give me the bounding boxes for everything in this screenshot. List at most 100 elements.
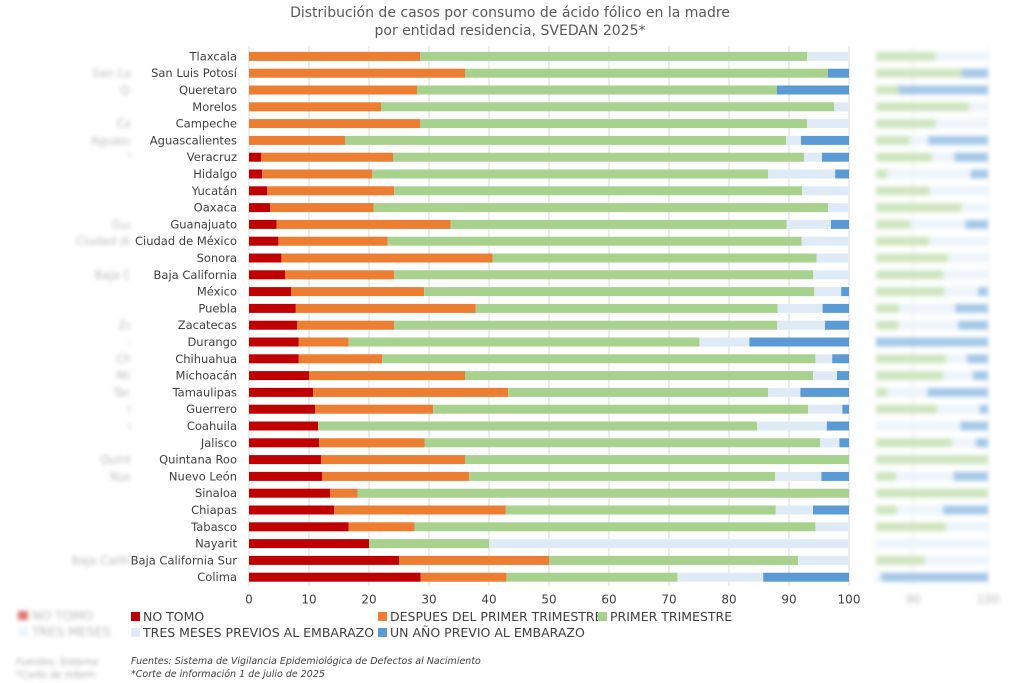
category-label: Sonora (197, 251, 237, 265)
bar-segment (249, 287, 291, 297)
ghost-bar-segment (876, 85, 899, 95)
ghost-tick-label: 90 (906, 593, 921, 607)
ghost-bar-segment (932, 152, 955, 162)
bar-segment (813, 505, 849, 515)
legend-swatch (378, 612, 387, 621)
legend-item-un-ano-previo: UN AÑO PREVIO AL EMBARAZO (378, 625, 585, 640)
bar-segment (381, 102, 834, 112)
bar-segment (807, 119, 849, 129)
ghost-bar-segment (979, 404, 988, 414)
ghost-bar-segment (876, 51, 936, 61)
category-label: Morelos (192, 100, 237, 114)
bar-segment (801, 135, 849, 145)
legend-item-despues-primer-trimestre: DESPUES DEL PRIMER TRIMESTRE (378, 609, 603, 624)
ghost-bar-segment (943, 371, 974, 381)
ghost-bar-segment (965, 219, 988, 229)
bar-segment (798, 555, 849, 565)
bar-segment (768, 387, 801, 397)
bar-segment (291, 287, 425, 297)
bar-segment (387, 236, 802, 246)
ghost-bar-segment (876, 539, 988, 549)
bar-segment (831, 219, 849, 229)
bar-segment (382, 354, 816, 364)
category-label: Baja California Sur (131, 553, 238, 567)
ghost-category-label: Tamaulipas (113, 385, 130, 399)
bar-segment (757, 421, 827, 431)
bar-segment (834, 102, 849, 112)
bar-segment (469, 471, 776, 481)
bar-segment (399, 555, 549, 565)
category-label: Jalisco (200, 436, 237, 450)
bar-segment (822, 152, 849, 162)
x-tick-label: 50 (541, 593, 556, 607)
bar-segment (249, 186, 267, 196)
ghost-category-label: Coahuila (128, 419, 130, 433)
bar-segment (249, 253, 282, 263)
bar-segment (394, 270, 813, 280)
bar-segment (249, 387, 314, 397)
ghost-bar-segment (898, 320, 959, 330)
bar-segment (249, 555, 399, 565)
ghost-category-label: Ciudad de México (76, 234, 130, 248)
ghost-bar-segment (896, 471, 954, 481)
bar-segment (813, 371, 837, 381)
ghost-category-label: Baja California Sur (72, 553, 130, 567)
ghost-bar-segment (887, 387, 928, 397)
ghost-category-label: Guerrero (127, 402, 130, 416)
bar-segment (298, 337, 349, 347)
ghost-bar-segment (928, 135, 988, 145)
blurred-right-duplicate: 90 100 (862, 0, 1024, 683)
bar-segment (802, 186, 849, 196)
x-tick-label: 60 (601, 593, 616, 607)
bar-segment (786, 219, 831, 229)
legend-label: DESPUES DEL PRIMER TRIMESTRE (390, 609, 603, 624)
bar-segment (249, 539, 369, 549)
chart-title: Distribución de casos por consumo de áci… (0, 4, 1020, 40)
ghost-category-label: Zacatecas (119, 318, 130, 332)
bar-segment (322, 471, 470, 481)
bar-segment (807, 51, 849, 61)
x-tick-label: 100 (838, 593, 861, 607)
bar-segment (267, 186, 395, 196)
bar-segment (465, 371, 813, 381)
ghost-bar-segment (876, 270, 944, 280)
ghost-bar-segment (876, 505, 897, 515)
bar-segment (822, 303, 849, 313)
ghost-bar-segment (978, 287, 988, 297)
bar-segment (815, 522, 849, 532)
ghost-bar-segment (898, 85, 988, 95)
bar-segment (825, 320, 849, 330)
ghost-bar-segment (876, 203, 962, 213)
bar-segment (814, 287, 842, 297)
category-label: Tamaulipas (172, 385, 237, 399)
x-tick-labels: 0 10 20 30 40 50 60 70 80 90 100 (245, 593, 860, 607)
ghost-bar-segment (943, 270, 988, 280)
ghost-bar-segment (967, 354, 988, 364)
bar-segment (297, 320, 395, 330)
ghost-bar-segment (970, 169, 988, 179)
ghost-bar-segment (876, 169, 888, 179)
bar-segment (820, 438, 840, 448)
bar-segment (465, 68, 828, 78)
bar-segment (249, 203, 270, 213)
bar-segment (816, 253, 849, 263)
bar-segment (249, 135, 345, 145)
ghost-bar-segment (953, 471, 988, 481)
bar-segment (394, 320, 777, 330)
category-label: Puebla (198, 301, 237, 315)
bar-segment (763, 572, 849, 582)
bar-segment (424, 438, 821, 448)
bar-segment (278, 236, 388, 246)
bar-segment (808, 404, 843, 414)
bar-segment (249, 119, 420, 129)
bar-segment (369, 539, 489, 549)
bar-segment (786, 135, 801, 145)
category-label: Chiapas (191, 503, 237, 517)
bar-segment (249, 471, 323, 481)
bar-segment (281, 253, 493, 263)
bar-segment (249, 421, 318, 431)
bar-segment (821, 471, 849, 481)
bar-segment (420, 119, 807, 129)
ghost-bar-segment (976, 438, 988, 448)
category-label: Tlaxcala (189, 49, 237, 63)
